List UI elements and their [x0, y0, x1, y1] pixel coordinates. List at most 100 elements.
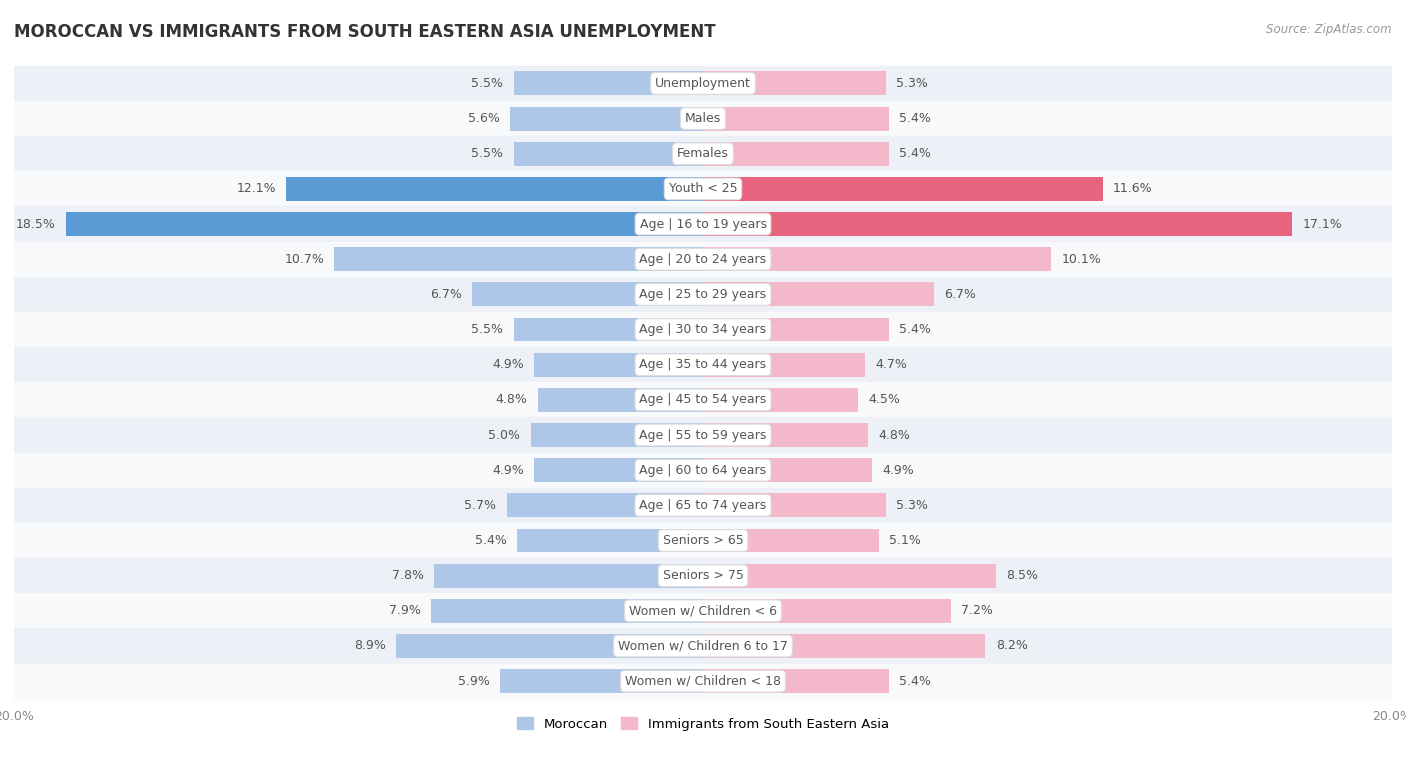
Bar — [335, 248, 703, 271]
Text: 11.6%: 11.6% — [1114, 182, 1153, 195]
Text: 5.3%: 5.3% — [896, 77, 928, 90]
Text: Age | 55 to 59 years: Age | 55 to 59 years — [640, 428, 766, 441]
Text: 6.7%: 6.7% — [945, 288, 976, 301]
Bar — [703, 248, 1050, 271]
Text: 5.3%: 5.3% — [896, 499, 928, 512]
Bar — [287, 177, 703, 201]
Text: 8.9%: 8.9% — [354, 640, 387, 653]
Text: Age | 60 to 64 years: Age | 60 to 64 years — [640, 464, 766, 477]
Text: Age | 30 to 34 years: Age | 30 to 34 years — [640, 323, 766, 336]
Text: 5.1%: 5.1% — [889, 534, 921, 547]
Text: Source: ZipAtlas.com: Source: ZipAtlas.com — [1267, 23, 1392, 36]
Text: 4.8%: 4.8% — [495, 394, 527, 407]
Text: 10.1%: 10.1% — [1062, 253, 1101, 266]
Text: 7.8%: 7.8% — [392, 569, 425, 582]
Bar — [499, 669, 703, 693]
Text: 12.1%: 12.1% — [236, 182, 276, 195]
Bar — [703, 494, 886, 517]
Text: Age | 35 to 44 years: Age | 35 to 44 years — [640, 358, 766, 371]
Text: 4.5%: 4.5% — [869, 394, 900, 407]
Bar — [14, 593, 1392, 628]
Text: Age | 25 to 29 years: Age | 25 to 29 years — [640, 288, 766, 301]
Bar — [703, 282, 934, 307]
Bar — [703, 458, 872, 482]
Text: 4.9%: 4.9% — [492, 464, 524, 477]
Bar — [703, 177, 1102, 201]
Bar — [14, 277, 1392, 312]
Bar — [537, 388, 703, 412]
Bar — [14, 417, 1392, 453]
Bar — [14, 523, 1392, 558]
Bar — [703, 599, 950, 623]
Bar — [14, 312, 1392, 347]
Bar — [703, 528, 879, 553]
Bar — [430, 599, 703, 623]
Text: 5.4%: 5.4% — [900, 148, 931, 160]
Bar — [14, 66, 1392, 101]
Bar — [531, 423, 703, 447]
Text: 5.9%: 5.9% — [457, 674, 489, 687]
Text: 5.4%: 5.4% — [900, 323, 931, 336]
Bar — [703, 669, 889, 693]
Text: Women w/ Children < 6: Women w/ Children < 6 — [628, 604, 778, 617]
Bar — [434, 564, 703, 587]
Text: Age | 65 to 74 years: Age | 65 to 74 years — [640, 499, 766, 512]
Bar — [703, 212, 1292, 236]
Bar — [513, 318, 703, 341]
Text: 5.4%: 5.4% — [900, 674, 931, 687]
Text: Females: Females — [678, 148, 728, 160]
Text: 5.5%: 5.5% — [471, 323, 503, 336]
Bar — [14, 664, 1392, 699]
Text: Males: Males — [685, 112, 721, 125]
Text: Women w/ Children < 18: Women w/ Children < 18 — [626, 674, 780, 687]
Bar — [703, 634, 986, 658]
Bar — [703, 71, 886, 95]
Text: 4.8%: 4.8% — [879, 428, 911, 441]
Bar — [703, 564, 995, 587]
Text: Seniors > 75: Seniors > 75 — [662, 569, 744, 582]
Text: 4.9%: 4.9% — [882, 464, 914, 477]
Text: 5.4%: 5.4% — [900, 112, 931, 125]
Text: Women w/ Children 6 to 17: Women w/ Children 6 to 17 — [619, 640, 787, 653]
Text: 5.7%: 5.7% — [464, 499, 496, 512]
Bar — [14, 171, 1392, 207]
Bar — [703, 142, 889, 166]
Bar — [513, 142, 703, 166]
Bar — [14, 347, 1392, 382]
Text: 4.9%: 4.9% — [492, 358, 524, 371]
Bar — [703, 388, 858, 412]
Text: 18.5%: 18.5% — [15, 217, 55, 231]
Text: Age | 20 to 24 years: Age | 20 to 24 years — [640, 253, 766, 266]
Bar — [534, 458, 703, 482]
Bar — [703, 107, 889, 130]
Text: 4.7%: 4.7% — [875, 358, 907, 371]
Text: 5.5%: 5.5% — [471, 148, 503, 160]
Bar — [14, 136, 1392, 171]
Text: Age | 45 to 54 years: Age | 45 to 54 years — [640, 394, 766, 407]
Bar — [534, 353, 703, 377]
Text: 5.5%: 5.5% — [471, 77, 503, 90]
Text: Age | 16 to 19 years: Age | 16 to 19 years — [640, 217, 766, 231]
Text: MOROCCAN VS IMMIGRANTS FROM SOUTH EASTERN ASIA UNEMPLOYMENT: MOROCCAN VS IMMIGRANTS FROM SOUTH EASTER… — [14, 23, 716, 41]
Bar — [14, 241, 1392, 277]
Text: 8.5%: 8.5% — [1007, 569, 1038, 582]
Text: Seniors > 65: Seniors > 65 — [662, 534, 744, 547]
Bar — [472, 282, 703, 307]
Text: Youth < 25: Youth < 25 — [669, 182, 737, 195]
Bar — [14, 488, 1392, 523]
Bar — [14, 382, 1392, 417]
Text: 7.2%: 7.2% — [962, 604, 993, 617]
Bar — [14, 453, 1392, 488]
Bar — [14, 101, 1392, 136]
Bar — [703, 423, 869, 447]
Legend: Moroccan, Immigrants from South Eastern Asia: Moroccan, Immigrants from South Eastern … — [512, 712, 894, 736]
Text: 5.6%: 5.6% — [468, 112, 499, 125]
Text: 10.7%: 10.7% — [284, 253, 323, 266]
Text: 7.9%: 7.9% — [388, 604, 420, 617]
Bar — [513, 71, 703, 95]
Bar — [703, 353, 865, 377]
Text: 5.0%: 5.0% — [488, 428, 520, 441]
Bar — [14, 558, 1392, 593]
Text: 5.4%: 5.4% — [475, 534, 506, 547]
Bar — [66, 212, 703, 236]
